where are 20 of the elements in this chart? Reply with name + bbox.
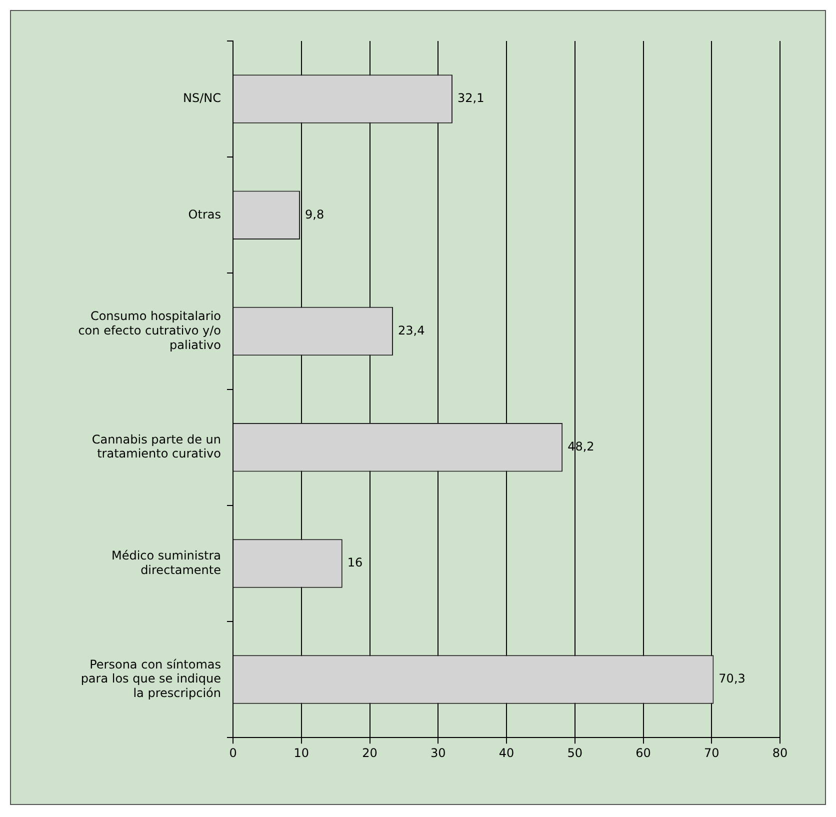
y-tick-label: Consumo hospitalario con efecto cutrativo y/o paliativo <box>78 308 221 352</box>
y-tick-label: Cannabis parte de un tratamiento curativo <box>92 432 221 461</box>
y-tick-label: NS/NC <box>183 91 221 106</box>
x-tick-label: 0 <box>229 746 237 760</box>
y-tick-label: Médico suministra directamente <box>111 548 221 577</box>
data-label: 23,4 <box>398 323 425 338</box>
x-tick-label: 60 <box>636 746 651 760</box>
x-tick-label: 50 <box>567 746 583 760</box>
data-label: 9,8 <box>305 207 324 222</box>
x-tick-label: 20 <box>362 746 378 760</box>
x-tick-label: 30 <box>430 746 446 760</box>
x-tick-label: 70 <box>704 746 720 760</box>
data-label: 32,1 <box>457 91 484 106</box>
x-tick-label: 10 <box>294 746 310 760</box>
x-tick-label: 40 <box>498 746 514 760</box>
x-tick-label: 80 <box>772 746 788 760</box>
y-tick-label: Otras <box>188 207 221 222</box>
data-label: 16 <box>347 556 363 570</box>
data-label: 70,3 <box>718 672 746 686</box>
y-tick-label: Persona con síntomas para los que se indique la prescripción <box>80 657 221 700</box>
